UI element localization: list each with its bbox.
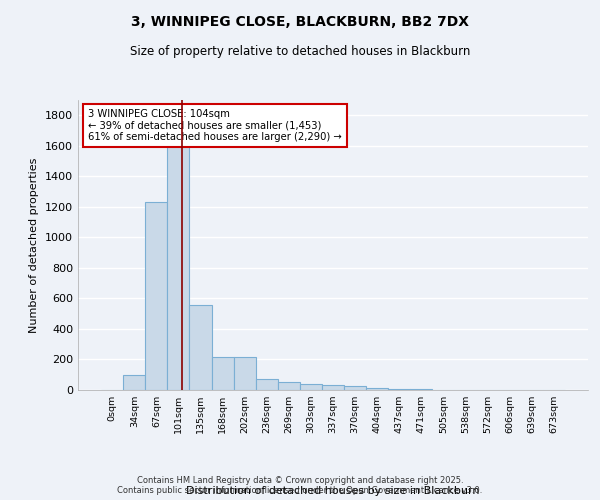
Text: 3 WINNIPEG CLOSE: 104sqm
← 39% of detached houses are smaller (1,453)
61% of sem: 3 WINNIPEG CLOSE: 104sqm ← 39% of detach… — [88, 108, 342, 142]
Bar — [278, 382, 300, 390]
Bar — [300, 384, 322, 390]
Bar — [322, 386, 344, 390]
Bar — [212, 357, 233, 390]
Bar — [145, 202, 167, 390]
Text: Contains HM Land Registry data © Crown copyright and database right 2025.
Contai: Contains HM Land Registry data © Crown c… — [118, 476, 482, 495]
Text: 3, WINNIPEG CLOSE, BLACKBURN, BB2 7DX: 3, WINNIPEG CLOSE, BLACKBURN, BB2 7DX — [131, 15, 469, 29]
X-axis label: Distribution of detached houses by size in Blackburn: Distribution of detached houses by size … — [186, 486, 480, 496]
Bar — [233, 357, 256, 390]
Bar — [190, 304, 212, 390]
Bar — [344, 386, 366, 390]
Bar — [256, 380, 278, 390]
Y-axis label: Number of detached properties: Number of detached properties — [29, 158, 40, 332]
Bar — [366, 388, 388, 390]
Bar — [123, 374, 145, 390]
Bar — [167, 134, 190, 390]
Text: Size of property relative to detached houses in Blackburn: Size of property relative to detached ho… — [130, 45, 470, 58]
Bar — [388, 389, 410, 390]
Bar — [410, 389, 433, 390]
